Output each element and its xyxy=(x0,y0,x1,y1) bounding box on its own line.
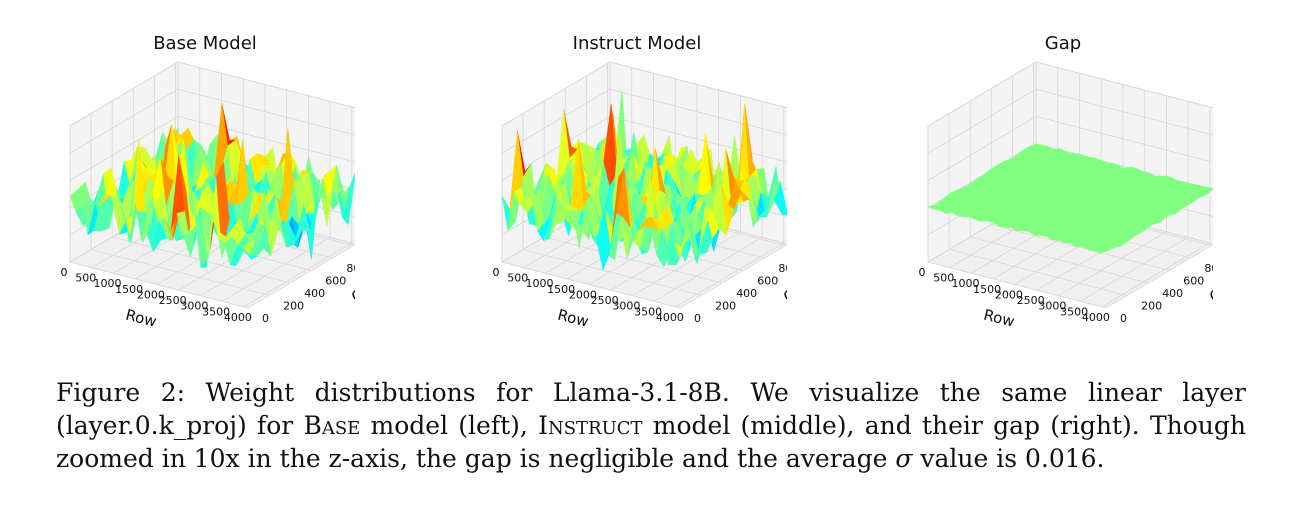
x-tick-label: 1500 xyxy=(115,283,143,296)
x-axis-label: Row xyxy=(556,306,591,331)
x-axis-label: Row xyxy=(124,306,159,331)
surface xyxy=(69,103,355,268)
grid-line xyxy=(927,88,1213,154)
y-tick-label: 600 xyxy=(1183,275,1204,288)
x-tick-label: 3500 xyxy=(1060,305,1088,318)
x-tick-label: 3500 xyxy=(634,305,662,318)
x-tick-label: 0 xyxy=(61,266,68,279)
surface xyxy=(501,88,787,271)
x-tick-label: 1000 xyxy=(951,277,979,290)
x-tick-label: 500 xyxy=(75,272,96,285)
x-tick-label: 500 xyxy=(933,272,954,285)
x-tick-label: 3500 xyxy=(202,305,230,318)
y-tick-label: 200 xyxy=(283,300,304,313)
x-tick-label: 3000 xyxy=(1038,300,1066,313)
y-tick-label: 800 xyxy=(346,262,355,275)
chart-title: Gap xyxy=(1044,33,1082,54)
x-tick-label: 1000 xyxy=(525,277,553,290)
x-tick-label: 2000 xyxy=(569,288,597,301)
x-tick-label: 1500 xyxy=(973,283,1001,296)
caption-text: model (left), xyxy=(360,411,539,440)
grid-line xyxy=(501,88,787,154)
y-tick-label: 200 xyxy=(1141,300,1162,313)
y-tick-label: 0 xyxy=(262,312,269,325)
x-tick-label: 3000 xyxy=(612,300,640,313)
x-tick-label: 2000 xyxy=(995,288,1023,301)
panel-instruct-model: 0 500 1000 1500 2000 2500 3000 3500 4000 0 200 400 6… xyxy=(487,0,787,360)
x-tick-label: 2000 xyxy=(137,288,165,301)
x-tick-label: 2500 xyxy=(591,294,619,307)
grid-line xyxy=(69,115,355,181)
grid-line xyxy=(69,61,355,127)
grid-line xyxy=(927,143,1213,208)
x-axis-label: Row xyxy=(982,306,1017,331)
surface xyxy=(927,143,1213,254)
y-tick-label: 400 xyxy=(1162,287,1183,300)
x-tick-label: 0 xyxy=(919,266,926,279)
grid-line xyxy=(927,61,1213,127)
surface-patch xyxy=(1100,247,1114,254)
surface-patch xyxy=(241,238,256,256)
caption-text: Figure 2: Weight distributions for Llama… xyxy=(56,378,1246,440)
x-tick-label: 1500 xyxy=(547,283,575,296)
y-tick-label: 600 xyxy=(325,275,346,288)
panel-gap: 0 500 1000 1500 2000 2500 3000 3500 4000 0 200 400 6… xyxy=(913,0,1213,360)
y-tick-label: 0 xyxy=(694,312,701,325)
y-tick-label: 400 xyxy=(304,287,325,300)
x-tick-label: 4000 xyxy=(224,311,252,324)
x-tick-label: 3000 xyxy=(180,300,208,313)
grid-line xyxy=(69,88,355,154)
y-tick-label: 600 xyxy=(757,275,778,288)
grid-line xyxy=(927,115,1213,181)
y-tick-label: 800 xyxy=(778,262,787,275)
y-tick-label: 400 xyxy=(736,287,757,300)
x-tick-label: 2500 xyxy=(1017,294,1045,307)
x-tick-label: 2500 xyxy=(159,294,187,307)
y-tick-label: 0 xyxy=(1120,312,1127,325)
panel-base-model: 0 500 1000 1500 2000 2500 3000 3500 4000 0 200 400 6… xyxy=(55,0,355,360)
caption-base-label: Base xyxy=(303,411,361,440)
x-tick-label: 500 xyxy=(507,272,528,285)
chart-title: Base Model xyxy=(153,33,257,54)
caption-text: model (middle), and their gap (right). T… xyxy=(56,411,1247,473)
x-tick-label: 0 xyxy=(493,266,500,279)
caption-text: value is 0.016. xyxy=(912,444,1105,473)
chart-title: Instruct Model xyxy=(572,33,702,54)
x-tick-label: 4000 xyxy=(656,311,684,324)
caption-sigma: σ xyxy=(895,444,913,473)
x-tick-label: 4000 xyxy=(1082,311,1110,324)
surface-patch xyxy=(673,223,688,260)
caption-instruct-label: Instruct xyxy=(538,411,643,440)
figure-caption: Figure 2: Weight distributions for Llama… xyxy=(56,376,1246,475)
y-tick-label: 200 xyxy=(715,300,736,313)
y-tick-label: 800 xyxy=(1204,262,1213,275)
grid-line xyxy=(501,61,787,127)
x-tick-label: 1000 xyxy=(93,277,121,290)
